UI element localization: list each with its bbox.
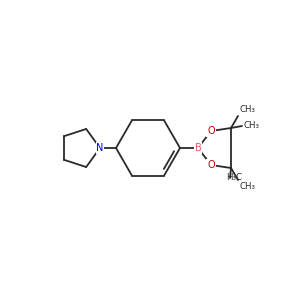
Text: H₃C: H₃C	[226, 173, 242, 182]
Text: B: B	[195, 143, 201, 153]
Text: CH₃: CH₃	[239, 182, 255, 191]
Text: CH₃: CH₃	[244, 122, 260, 130]
Text: O: O	[207, 160, 215, 170]
Text: CH₃: CH₃	[239, 105, 255, 114]
Text: N: N	[96, 143, 104, 153]
Text: O: O	[207, 126, 215, 136]
